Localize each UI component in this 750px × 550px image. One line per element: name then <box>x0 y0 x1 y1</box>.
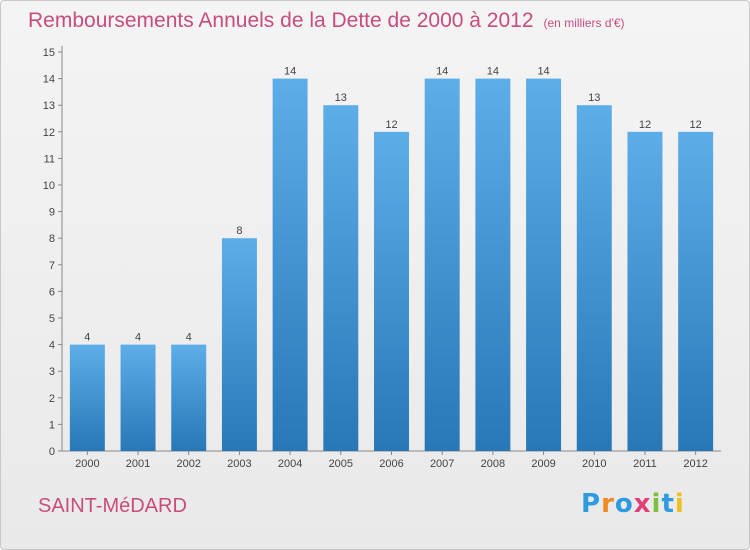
x-tick-label: 2001 <box>126 458 150 470</box>
logo-letter: o <box>614 489 634 519</box>
y-tick-label: 1 <box>49 419 55 431</box>
y-tick-label: 9 <box>49 207 55 219</box>
bar <box>272 78 308 451</box>
y-tick-label: 10 <box>43 180 55 192</box>
chart-title-block: Remboursements Annuels de la Dette de 20… <box>28 9 625 33</box>
data-label: 13 <box>335 92 347 104</box>
bar <box>171 344 207 451</box>
bar <box>221 238 257 451</box>
bar <box>424 78 460 451</box>
y-tick-label: 0 <box>49 446 55 458</box>
logo-letter: x <box>633 489 652 519</box>
logo-letter: r <box>601 489 615 519</box>
logo-letter: i <box>651 489 662 519</box>
y-tick-label: 4 <box>49 340 55 352</box>
data-label: 4 <box>84 332 90 344</box>
y-tick-label: 5 <box>49 313 55 325</box>
x-tick-label: 2005 <box>329 458 353 470</box>
y-tick-label: 14 <box>43 74 55 86</box>
data-label: 13 <box>588 92 600 104</box>
chart-title: Remboursements Annuels de la Dette de 20… <box>28 9 534 32</box>
y-tick-label: 8 <box>49 233 55 245</box>
y-tick-label: 15 <box>43 47 55 59</box>
y-tick-label: 7 <box>49 260 55 272</box>
data-label: 4 <box>135 332 141 344</box>
bar <box>374 131 409 452</box>
data-label: 12 <box>385 119 397 131</box>
data-label: 12 <box>690 119 702 131</box>
x-tick-label: 2012 <box>683 458 707 470</box>
bar <box>323 105 359 451</box>
x-tick-label: 2004 <box>278 458 302 470</box>
x-tick-label: 2006 <box>379 458 403 470</box>
bar <box>576 105 612 451</box>
y-tick-label: 11 <box>44 153 55 165</box>
bar <box>69 344 105 451</box>
y-tick-label: 12 <box>43 127 55 139</box>
x-tick-label: 2007 <box>430 458 454 470</box>
commune-name: SAINT-MéDARD <box>38 495 187 517</box>
x-tick-label: 2009 <box>531 458 555 470</box>
data-label: 14 <box>436 66 448 78</box>
bar <box>120 344 156 451</box>
data-label: 12 <box>639 119 651 131</box>
data-label: 14 <box>487 66 499 78</box>
bar <box>526 78 562 451</box>
y-tick-label: 13 <box>43 100 55 112</box>
logo-letter: P <box>581 489 602 519</box>
data-label: 14 <box>537 66 549 78</box>
data-label: 8 <box>236 225 242 237</box>
x-tick-label: 2010 <box>582 458 606 470</box>
unit-note: (en milliers d'€) <box>543 16 625 30</box>
x-tick-label: 2000 <box>75 458 99 470</box>
data-label: 4 <box>186 332 192 344</box>
bar <box>475 78 511 451</box>
x-tick-label: 2008 <box>481 458 505 470</box>
logo-letter: i <box>674 489 685 519</box>
x-tick-label: 2002 <box>176 458 200 470</box>
data-label: 14 <box>284 66 296 78</box>
x-tick-label: 2011 <box>633 458 657 470</box>
y-tick-label: 3 <box>49 366 55 378</box>
y-tick-label: 6 <box>49 286 55 298</box>
bar <box>627 131 663 452</box>
y-tick-label: 2 <box>49 393 55 405</box>
logo-letter: t <box>661 489 675 519</box>
bar <box>678 131 714 452</box>
proxiti-logo: Proxiti <box>581 489 685 519</box>
x-tick-label: 2003 <box>227 458 251 470</box>
